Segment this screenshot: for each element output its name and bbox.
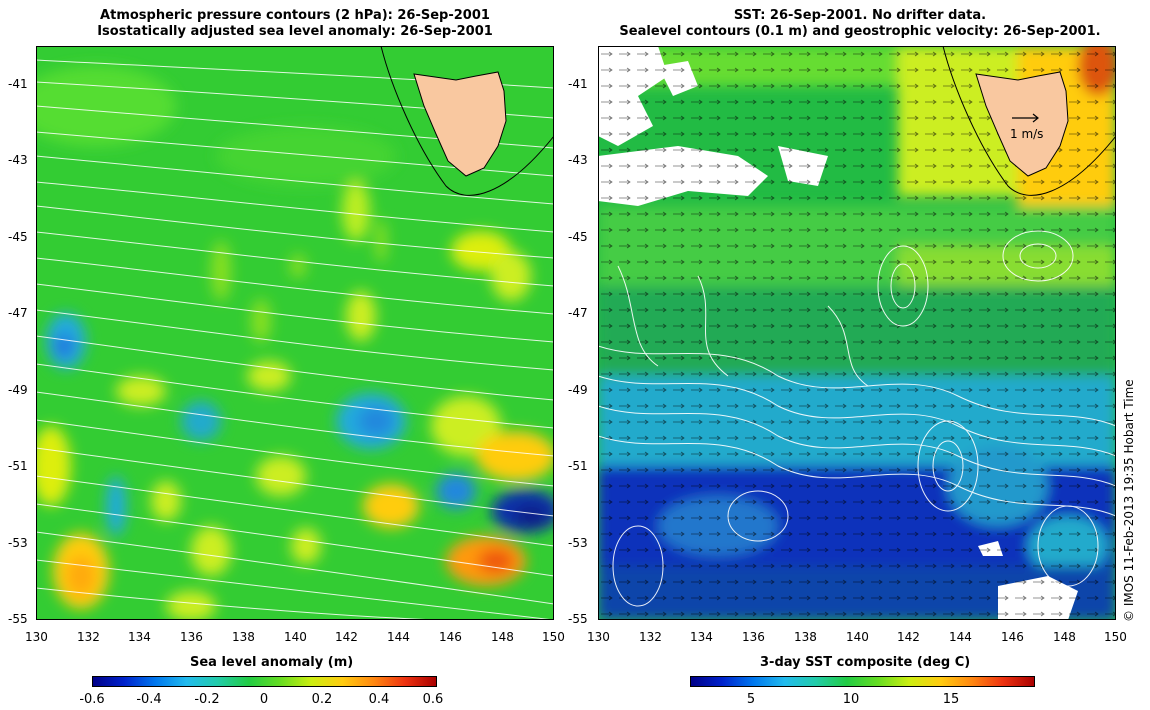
left-lat-tick: -53 [8,536,28,550]
sst-colorbar [690,676,1035,687]
left-lat-tick: -43 [8,153,28,167]
left-lon-tick: 148 [491,630,514,644]
right-lat-tick: -49 [568,383,588,397]
left-lon-tick: 136 [180,630,203,644]
tasmania-landmass [413,71,507,177]
right-lon-tick: 136 [742,630,765,644]
right-title-line1: SST: 26-Sep-2001. No drifter data. [733,8,987,23]
right-lat-tick: -45 [568,230,588,244]
right-lat-tick: -43 [568,153,588,167]
imos-credit: © IMOS 11-Feb-2013 19:35 Hobart Time [1122,379,1136,622]
right-title-line2: Sealevel contours (0.1 m) and geostrophi… [619,24,1101,39]
right-lon-tick: 144 [949,630,972,644]
velocity-scale-label: 1 m/s [1010,127,1043,141]
tasmania-landmass-sst [975,71,1069,177]
shelf-contour [380,46,554,196]
right-lat-tick: -41 [568,77,588,91]
sla-colorbar-tick: -0.6 [79,692,105,707]
sst-colorbar-tick: 10 [842,692,860,707]
sla-colorbar [92,676,437,687]
left-lat-tick: -47 [8,306,28,320]
left-lon-tick: 140 [284,630,307,644]
sla-colorbar-tick: 0.2 [311,692,333,707]
right-lat-tick: -47 [568,306,588,320]
sla-colorbar-tick: 0 [259,692,269,707]
sst-colorbar-label: 3-day SST composite (deg C) [760,655,971,670]
right-lon-tick: 132 [639,630,662,644]
right-lon-tick: 150 [1104,630,1127,644]
left-lat-tick: -45 [8,230,28,244]
sst-colorbar-tick: 5 [746,692,756,707]
sst-map: 1 m/s [598,46,1116,620]
sst-plot: 1 m/s [598,46,1116,620]
left-lon-tick: 132 [77,630,100,644]
sla-colorbar-tick: 0.6 [422,692,444,707]
sla-colorbar-tick: -0.4 [136,692,162,707]
right-lon-tick: 142 [897,630,920,644]
left-lat-tick: -55 [8,612,28,626]
right-lat-tick: -53 [568,536,588,550]
right-lon-tick: 146 [1001,630,1024,644]
left-lon-tick: 130 [25,630,48,644]
sla-colorbar-tick: 0.4 [368,692,390,707]
left-lat-tick: -51 [8,459,28,473]
sea-level-anomaly-map [36,46,554,620]
left-lon-tick: 144 [387,630,410,644]
left-lon-tick: 138 [232,630,255,644]
sea-level-anomaly-plot [36,46,554,620]
sst-colorbar-tick: 15 [942,692,960,707]
left-lat-tick: -41 [8,77,28,91]
right-lon-tick: 138 [794,630,817,644]
right-lon-tick: 148 [1053,630,1076,644]
sla-colorbar-tick: -0.2 [194,692,220,707]
velocity-scale-arrow [1012,113,1039,123]
right-lon-tick: 140 [846,630,869,644]
left-title-line1: Atmospheric pressure contours (2 hPa): 2… [100,8,490,23]
left-lon-tick: 146 [439,630,462,644]
left-lon-tick: 134 [128,630,151,644]
sla-colorbar-label: Sea level anomaly (m) [190,655,354,670]
left-title-line2: Isostatically adjusted sea level anomaly… [97,24,493,39]
shelf-contour-sst [942,46,1116,196]
left-lon-tick: 150 [542,630,565,644]
right-lon-tick: 134 [690,630,713,644]
left-lon-tick: 142 [335,630,358,644]
sealevel-contours [598,230,1116,607]
left-lat-tick: -49 [8,383,28,397]
right-lon-tick: 130 [587,630,610,644]
right-lat-tick: -55 [568,612,588,626]
right-lat-tick: -51 [568,459,588,473]
